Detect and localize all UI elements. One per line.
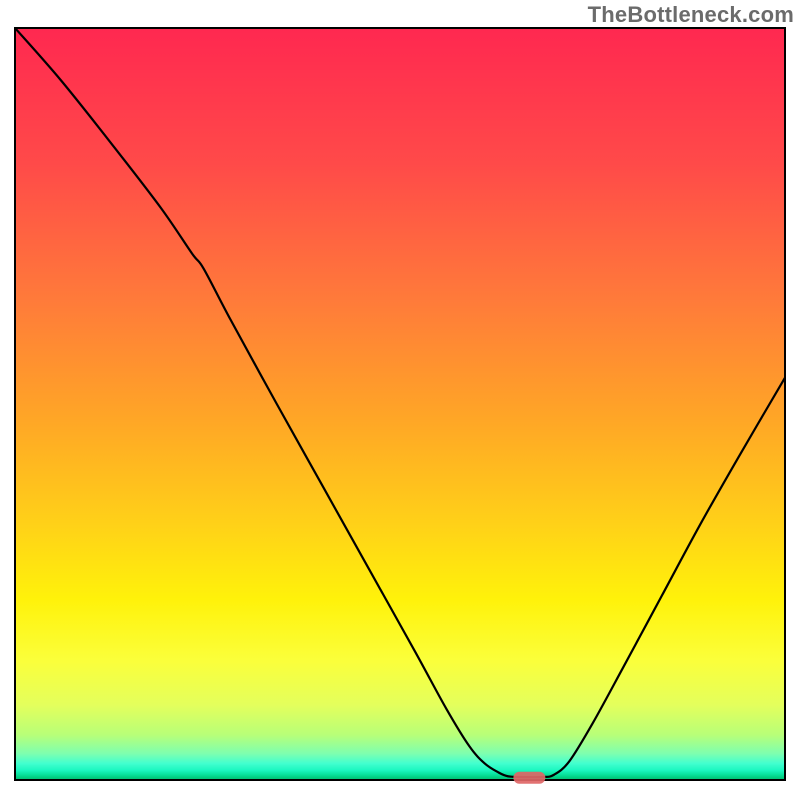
bottleneck-chart: TheBottleneck.com <box>0 0 800 800</box>
watermark-text: TheBottleneck.com <box>588 2 794 28</box>
chart-canvas <box>0 0 800 800</box>
gradient-background <box>15 28 785 780</box>
optimal-marker <box>513 772 545 784</box>
